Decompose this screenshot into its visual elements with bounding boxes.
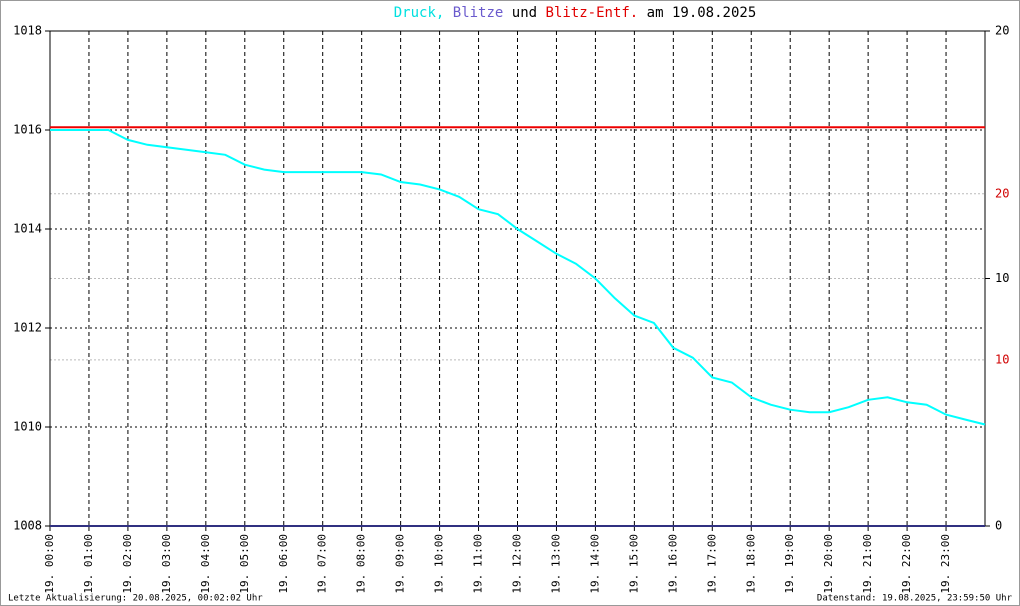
- x-tick-label: 19. 06:00: [277, 534, 290, 594]
- x-tick-label: 19. 09:00: [394, 534, 407, 594]
- title-part: Blitze: [453, 5, 504, 21]
- footer-left: Letzte Aktualisierung: 20.08.2025, 00:02…: [8, 594, 263, 604]
- title-part: und: [512, 5, 537, 21]
- title-part: Blitz-Entf.: [546, 5, 639, 21]
- y-tick-label: 1018: [13, 24, 42, 38]
- x-tick-label: 19. 23:00: [939, 534, 952, 594]
- x-tick-label: 19. 15:00: [627, 534, 640, 594]
- x-tick-label: 19. 01:00: [82, 534, 95, 594]
- footer-right: Datenstand: 19.08.2025, 23:59:50 Uhr: [817, 594, 1013, 604]
- y-tick-label: 1012: [13, 321, 42, 335]
- x-tick-label: 19. 00:00: [43, 534, 56, 594]
- x-tick-label: 19. 22:00: [900, 534, 913, 594]
- x-tick-label: 19. 11:00: [472, 534, 485, 594]
- x-tick-label: 19. 20:00: [822, 534, 835, 594]
- x-tick-label: 19. 03:00: [160, 534, 173, 594]
- x-tick-label: 19. 07:00: [316, 534, 329, 594]
- x-tick-label: 19. 08:00: [355, 534, 368, 594]
- title-part: Druck,: [394, 5, 445, 21]
- y3-tick-label: 20: [995, 186, 1009, 200]
- x-tick-label: 19. 17:00: [705, 534, 718, 594]
- series-line: [50, 129, 986, 426]
- y-tick-label: 1016: [13, 123, 42, 137]
- x-tick-label: 19. 18:00: [744, 534, 757, 594]
- title-part: am 19.08.2025: [647, 5, 757, 21]
- x-tick-label: 19. 10:00: [433, 534, 446, 594]
- y2-tick-label: 20: [995, 24, 1009, 38]
- y-tick-label: 1008: [13, 519, 42, 533]
- x-tick-label: 19. 19:00: [783, 534, 796, 594]
- x-tick-label: 19. 13:00: [549, 534, 562, 594]
- x-tick-label: 19. 04:00: [199, 534, 212, 594]
- y2-tick-label: 0: [995, 519, 1002, 533]
- y-tick-label: 1014: [13, 222, 42, 236]
- x-tick-label: 19. 14:00: [588, 534, 601, 594]
- x-tick-label: 19. 05:00: [238, 534, 251, 594]
- x-tick-label: 19. 21:00: [861, 534, 874, 594]
- x-tick-label: 19. 02:00: [121, 534, 134, 594]
- x-tick-label: 19. 12:00: [511, 534, 524, 594]
- x-tick-label: 19. 16:00: [666, 534, 679, 594]
- chart-title: Druck, Blitze und Blitz-Entf. am 19.08.2…: [394, 5, 757, 21]
- y2-tick-label: 10: [995, 271, 1009, 285]
- y3-tick-label: 10: [995, 352, 1009, 366]
- y-tick-label: 1010: [13, 420, 42, 434]
